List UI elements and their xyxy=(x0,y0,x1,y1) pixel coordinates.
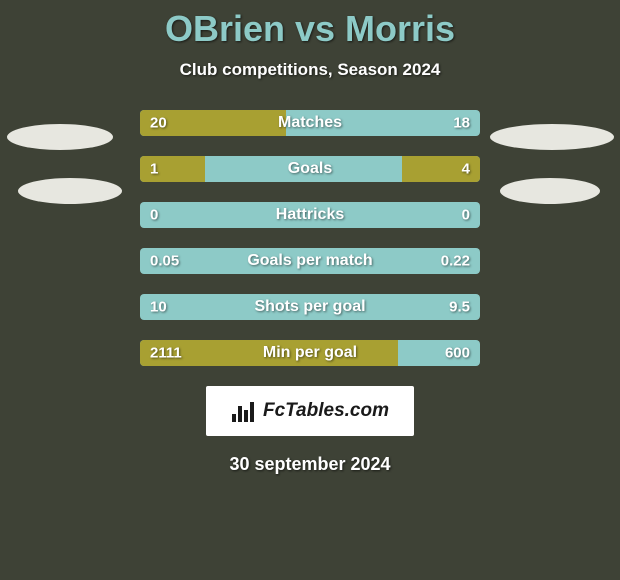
stat-value-right: 0.22 xyxy=(441,253,470,270)
stat-label: Goals per match xyxy=(247,252,372,270)
stat-row: 1 4 Goals xyxy=(140,156,480,182)
stat-value-left: 2111 xyxy=(150,345,182,362)
fctables-text: FcTables.com xyxy=(263,400,389,422)
player-right-shadow-2 xyxy=(500,178,600,204)
stat-value-right: 9.5 xyxy=(449,299,470,316)
stat-row: 20 18 Matches xyxy=(140,110,480,136)
stat-value-left: 0.05 xyxy=(150,253,179,270)
player-left-shadow-1 xyxy=(7,124,113,150)
stat-value-right: 4 xyxy=(462,161,470,178)
stat-row: 0 0 Hattricks xyxy=(140,202,480,228)
stat-label: Matches xyxy=(278,114,342,132)
stat-label: Shots per goal xyxy=(254,298,365,316)
stat-label: Hattricks xyxy=(276,206,344,224)
snapshot-date: 30 september 2024 xyxy=(0,454,620,475)
player-left-shadow-2 xyxy=(18,178,122,204)
stat-label: Goals xyxy=(288,160,332,178)
bars-icon xyxy=(231,400,257,422)
stat-value-left: 20 xyxy=(150,115,167,132)
stat-value-left: 10 xyxy=(150,299,167,316)
comparison-subtitle: Club competitions, Season 2024 xyxy=(0,60,620,80)
player-right-shadow-1 xyxy=(490,124,614,150)
comparison-title: OBrien vs Morris xyxy=(0,0,620,50)
stat-value-right: 18 xyxy=(453,115,470,132)
stat-value-left: 0 xyxy=(150,207,158,224)
stat-value-left: 1 xyxy=(150,161,158,178)
stat-row: 2111 600 Min per goal xyxy=(140,340,480,366)
stat-row: 10 9.5 Shots per goal xyxy=(140,294,480,320)
stat-value-right: 600 xyxy=(445,345,470,362)
stat-label: Min per goal xyxy=(263,344,357,362)
stat-row: 0.05 0.22 Goals per match xyxy=(140,248,480,274)
stat-bars-container: 20 18 Matches 1 4 Goals 0 0 Hattricks 0.05 0.22 Goa… xyxy=(140,110,480,366)
fctables-logo: FcTables.com xyxy=(206,386,414,436)
stat-value-right: 0 xyxy=(462,207,470,224)
